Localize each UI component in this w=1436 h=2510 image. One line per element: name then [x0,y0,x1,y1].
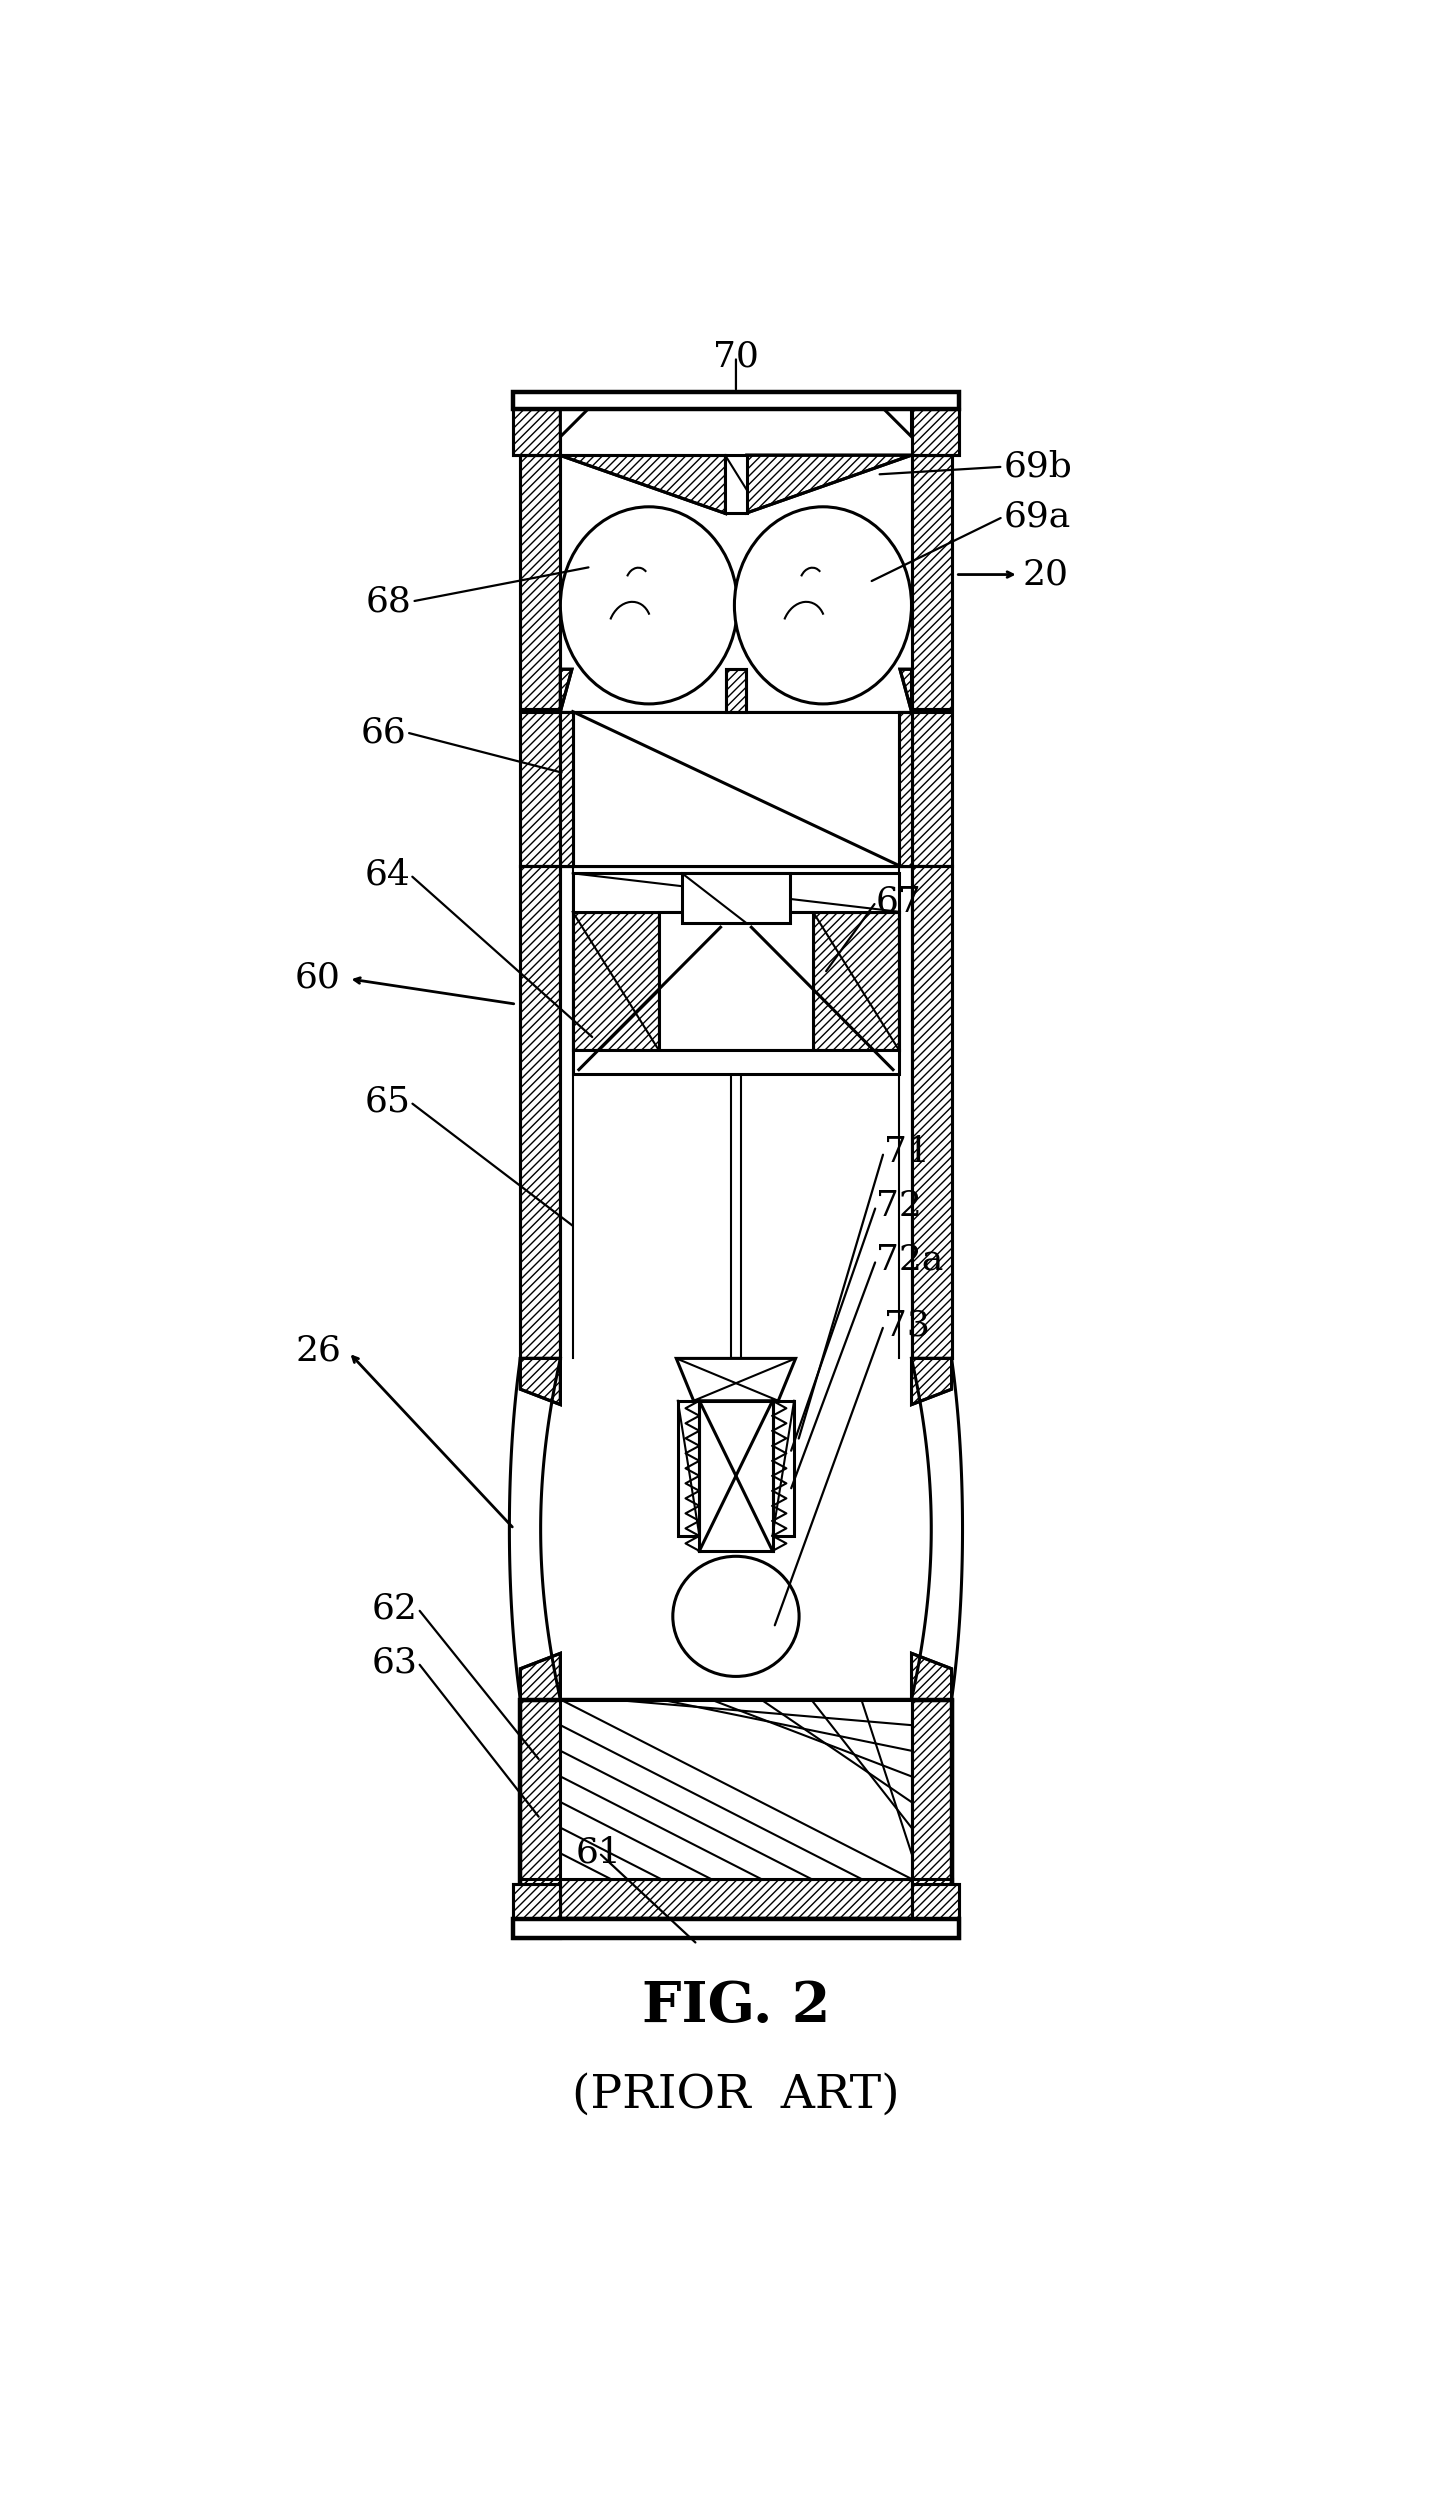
Bar [725,454,747,512]
Polygon shape [513,409,560,454]
Text: 68: 68 [366,585,412,617]
Bar [560,713,573,866]
Text: 60: 60 [294,961,340,994]
Bar [520,866,560,1358]
Ellipse shape [673,1556,798,1677]
Polygon shape [813,911,899,1049]
Polygon shape [912,1358,952,1406]
Polygon shape [520,1654,560,1699]
Text: (PRIOR  ART): (PRIOR ART) [572,2073,900,2118]
Bar [513,392,959,409]
Polygon shape [560,670,572,713]
Ellipse shape [560,507,738,703]
Bar [520,1699,560,1920]
Polygon shape [560,454,725,512]
Bar [773,1401,794,1536]
Bar [899,713,912,866]
Bar [520,454,560,710]
Text: 63: 63 [372,1647,418,1679]
Polygon shape [676,1358,796,1401]
Bar [520,866,560,1358]
Bar [520,1880,952,1920]
Bar [912,1699,952,1920]
Bar [513,1920,959,1938]
Bar [520,1699,560,1920]
Bar [520,713,952,866]
Text: 64: 64 [365,858,411,891]
Polygon shape [883,409,912,437]
Polygon shape [573,911,659,1049]
Polygon shape [727,670,745,713]
Bar [573,873,899,911]
Bar [731,1074,741,1358]
Text: 72a: 72a [876,1242,943,1278]
Text: 26: 26 [294,1333,340,1368]
Polygon shape [912,409,959,454]
Bar [520,1699,952,1920]
Text: 62: 62 [372,1591,418,1626]
Text: FIG. 2: FIG. 2 [642,1980,830,2033]
Text: 66: 66 [360,715,406,750]
Text: 67: 67 [876,886,922,919]
Bar [678,1401,699,1536]
Text: 71: 71 [883,1135,929,1170]
Ellipse shape [734,507,912,703]
Bar [560,713,912,866]
Polygon shape [560,409,589,437]
Text: 69b: 69b [1004,449,1073,484]
Text: 61: 61 [576,1835,622,1870]
Bar [573,1049,899,1074]
Polygon shape [520,1358,560,1406]
Text: 65: 65 [365,1084,411,1119]
Bar [912,454,952,710]
Bar [560,713,573,866]
Text: 20: 20 [1022,557,1068,592]
Polygon shape [747,454,912,512]
Bar [912,866,952,1358]
Text: 70: 70 [714,339,758,374]
Bar [912,866,952,1358]
Polygon shape [912,1885,959,1938]
Bar [520,713,952,866]
Bar [659,911,813,1049]
Bar [520,1880,952,1920]
Bar [682,873,790,924]
Bar [899,713,912,866]
Bar [560,1699,912,1880]
Text: 73: 73 [883,1308,929,1343]
Polygon shape [900,670,912,713]
Text: 72: 72 [876,1190,922,1222]
Bar [520,454,560,710]
Polygon shape [513,1885,560,1938]
Polygon shape [912,1654,952,1699]
Bar [912,454,952,710]
Text: 69a: 69a [1004,499,1070,535]
Bar [912,1699,952,1920]
